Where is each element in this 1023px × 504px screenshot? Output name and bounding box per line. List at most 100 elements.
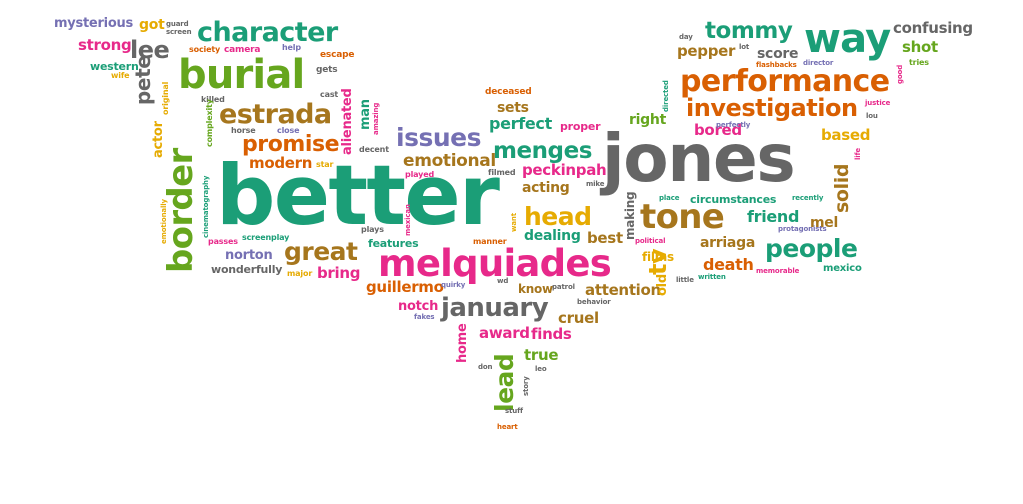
word-melquiades: melquiades [378,242,612,285]
word-peckinpah: peckinpah [522,161,607,179]
word-western: western [90,60,139,73]
word-menges: menges [493,138,592,164]
word-cinematography: cinematography [202,175,210,238]
word-award: award [479,324,530,342]
word-got: got [139,17,165,33]
word-know: know [518,282,553,296]
word-star: star [316,160,334,169]
word-wife: wife [111,71,130,80]
word-head: head [524,202,592,231]
word-modern: modern [249,154,313,172]
word-don: don [478,363,493,371]
word-perfectly: perfectly [716,121,751,129]
word-people: people [765,234,858,263]
word-director: director [803,59,834,67]
word-burial: burial [178,52,305,98]
word-deceased: deceased [485,87,532,97]
word-arriaga: arriaga [700,235,756,251]
word-help: help [282,43,301,52]
word-issues: issues [396,123,481,152]
word-behavior: behavior [577,298,611,306]
word-score: score [757,46,799,62]
word-right: right [629,112,666,128]
word-mysterious: mysterious [54,16,133,31]
word-character: character [197,17,338,48]
word-sets: sets [497,100,529,116]
word-friend: friend [747,207,800,226]
word-cruel: cruel [558,309,599,327]
word-story: story [522,376,530,396]
word-wonderfully: wonderfully [211,263,283,276]
word-little: little [676,276,694,284]
word-fakes: fakes [414,313,435,321]
word-want: want [510,213,518,232]
word-screenplay: screenplay [242,233,290,242]
word-escape: escape [320,50,355,60]
word-protagonists: protagonists [778,225,827,233]
word-decent: decent [359,145,389,154]
word-actor: actor [151,121,166,158]
word-way: way [804,16,891,62]
word-amazing: amazing [372,102,380,135]
word-promise: promise [242,132,340,157]
word-lot: lot [739,43,750,51]
word-alienated: alienated [340,88,355,155]
word-acting: acting [522,180,570,196]
word-perfect: perfect [489,114,552,133]
word-confusing: confusing [893,19,973,37]
word-camera: camera [224,45,261,55]
word-wd: wd [497,277,509,285]
word-society: society [189,45,221,54]
word-home: home [455,323,470,363]
word-mexico: mexico [823,263,862,274]
word-good: good [896,64,904,84]
word-attention: attention [585,281,661,299]
word-pepper: pepper [677,42,736,60]
word-man: man [358,99,373,130]
word-guard: guard [166,20,189,28]
word-mel: mel [810,215,839,231]
word-bring: bring [317,264,361,282]
word-solid: solid [831,163,853,213]
word-circumstances: circumstances [690,193,777,206]
word-stuff: stuff [505,407,523,415]
word-best: best [587,229,623,247]
word-based: based [821,126,871,144]
word-norton: norton [225,248,273,263]
word-great: great [284,237,358,266]
word-original: original [161,81,170,115]
word-screen: screen [166,28,192,36]
word-strong: strong [78,36,132,54]
word-place: place [659,194,680,202]
word-bored: bored [694,121,742,139]
word-horse: horse [231,126,256,135]
word-tommy: tommy [705,18,793,44]
word-jones: jones [602,120,796,197]
word-plays: plays [361,225,384,234]
word-better: better [216,147,500,244]
word-justice: justice [865,99,891,107]
word-flashbacks: flashbacks [756,61,797,69]
word-guillermo: guillermo [366,278,444,296]
word-true: true [524,346,559,364]
word-features: features [368,237,419,250]
word-recently: recently [792,194,824,202]
word-finds: finds [531,325,572,343]
word-played: played [405,170,435,179]
word-proper: proper [560,120,601,133]
word-heart: heart [497,423,518,431]
word-memorable: memorable [756,267,800,275]
word-mexican: mexican [404,204,412,236]
word-mike: mike [586,180,605,188]
word-tries: tries [909,58,929,67]
word-life: life [854,147,862,160]
word-dealing: dealing [524,228,581,244]
word-killed: killed [201,95,225,104]
word-written: written [698,273,726,281]
word-films: films [642,250,674,264]
word-emotionally: emotionally [160,199,168,244]
word-close: close [277,126,300,135]
word-day: day [679,33,693,41]
word-passes: passes [208,237,238,246]
